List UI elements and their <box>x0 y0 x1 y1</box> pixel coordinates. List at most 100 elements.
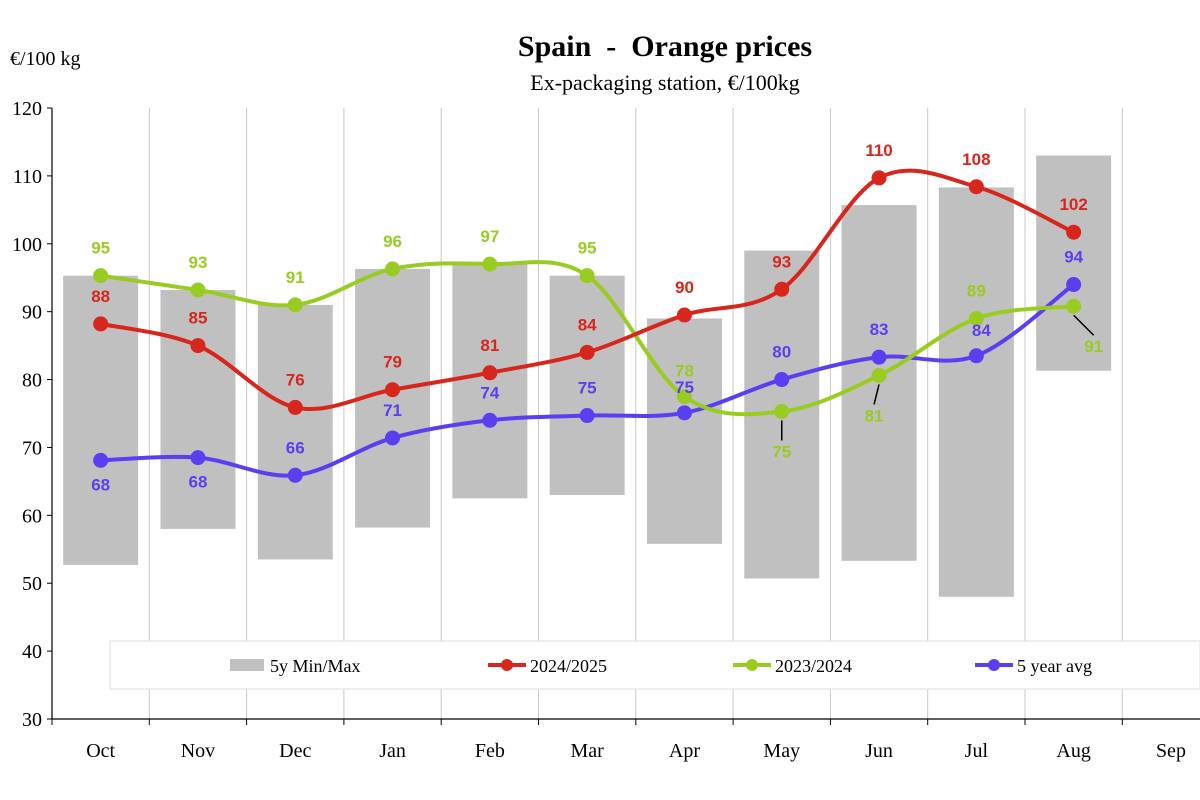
y-tick-label: 70 <box>22 437 42 459</box>
legend-marker-series-5-year-avg <box>988 659 1000 671</box>
series-2023-2024-data-label: 93 <box>188 253 207 272</box>
chart-title: Spain - Orange prices <box>517 30 813 63</box>
x-tick-label: Aug <box>1056 740 1090 762</box>
x-tick-label: Nov <box>181 740 215 762</box>
legend-marker-series-2023-2024 <box>746 659 758 671</box>
series-5-year-avg-point <box>774 372 790 388</box>
series-5-year-avg-data-label: 83 <box>870 320 889 339</box>
series-5-year-avg-data-label: 75 <box>578 379 597 398</box>
legend-label-series-2023-2024: 2023/2024 <box>775 656 852 676</box>
series-2024-2025-point <box>482 365 498 381</box>
series-5-year-avg-point <box>1066 277 1082 293</box>
y-tick-label: 50 <box>22 573 42 595</box>
series-2023-2024-point <box>968 310 984 326</box>
series-5-year-avg-point <box>287 467 303 483</box>
series-2024-2025-data-label: 76 <box>286 370 305 389</box>
series-2023-2024-data-label: 95 <box>578 239 597 258</box>
legend-label-series-5-year-avg: 5 year avg <box>1017 656 1092 676</box>
series-2023-2024-data-label: 89 <box>967 281 986 300</box>
y-tick-label: 40 <box>22 641 42 663</box>
series-2024-2025-line <box>98 168 1076 412</box>
series-2024-2025-point <box>968 179 984 195</box>
series-2023-2024-point <box>190 282 206 298</box>
x-tick-label: Apr <box>669 740 700 762</box>
range-bar <box>1036 155 1112 371</box>
series-2023-2024-data-label: 91 <box>286 268 305 287</box>
series-5-year-avg-point <box>482 412 498 428</box>
series-2024-2025-data-label: 79 <box>383 353 402 372</box>
x-tick-label: Dec <box>279 740 311 762</box>
series-5-year-avg-point <box>385 430 401 446</box>
chart-subtitle: Ex-packaging station, €/100kg <box>530 70 800 95</box>
series-2024-2025-point <box>774 281 790 297</box>
series-2024-2025-data-label: 110 <box>865 141 892 160</box>
legend-label-range: 5y Min/Max <box>270 656 361 676</box>
x-tick-label: Jan <box>379 740 406 762</box>
legend-label-series-2024-2025: 2024/2025 <box>530 656 607 676</box>
range-bar <box>257 304 333 560</box>
series-5-year-avg-point <box>968 348 984 364</box>
x-tick-label: Feb <box>475 740 505 762</box>
series-2024-2025-data-label: 88 <box>91 287 110 306</box>
series-5-year-avg-data-label: 94 <box>1064 248 1083 267</box>
series-5-year-avg-point <box>676 405 692 421</box>
series-2023-2024-point <box>774 403 790 419</box>
series-2023-2024-point <box>385 261 401 277</box>
range-bar <box>452 264 528 499</box>
series-5-year-avg-point <box>871 349 887 365</box>
series-5-year-avg-data-label: 75 <box>675 378 694 397</box>
series-2024-2025-point <box>93 316 109 332</box>
series-2023-2024-point <box>1066 298 1082 314</box>
series-2024-2025-point <box>190 338 206 354</box>
x-tick-label: Sep <box>1156 740 1186 762</box>
series-5-year-avg-point <box>579 408 595 424</box>
series-2023-2024-data-label: 95 <box>91 239 110 258</box>
y-axis-unit-label: €/100 kg <box>10 48 81 70</box>
series-2024-2025-data-label: 81 <box>480 336 499 355</box>
series-2024-2025-point <box>287 399 303 415</box>
y-tick-label: 100 <box>12 234 42 256</box>
series-5-year-avg-data-label: 66 <box>286 438 305 457</box>
series-2024-2025-data-label: 93 <box>772 252 791 271</box>
x-tick-label: May <box>763 740 800 762</box>
x-tick-label: Jun <box>865 740 893 762</box>
series-2024-2025-point <box>1066 224 1082 240</box>
series-2023-2024-point <box>482 256 498 272</box>
x-tick-label: Jul <box>965 740 989 762</box>
range-bar <box>646 318 722 544</box>
series-2023-2024-data-label: 75 <box>772 442 791 461</box>
series-5-year-avg-data-label: 71 <box>383 401 402 420</box>
series-2024-2025-point <box>871 170 887 186</box>
series-2023-2024-data-label: 91 <box>1084 337 1103 356</box>
series-2023-2024-point <box>579 268 595 284</box>
series-5-year-avg-point <box>190 450 206 466</box>
series-2024-2025-point <box>676 307 692 323</box>
range-bar <box>938 187 1014 597</box>
legend-swatch-range <box>230 659 264 671</box>
series-2023-2024-point <box>676 389 692 405</box>
y-tick-label: 80 <box>22 370 42 392</box>
series-2024-2025-data-label: 84 <box>578 315 597 334</box>
series-2023-2024-point <box>93 268 109 284</box>
series-2024-2025-data-label: 90 <box>675 278 694 297</box>
series-2023-2024-data-label: 96 <box>383 232 402 251</box>
series-2024-2025-data-label: 108 <box>962 150 990 169</box>
y-tick-label: 60 <box>22 505 42 527</box>
series-5-year-avg-data-label: 68 <box>91 475 110 494</box>
series-2023-2024-point <box>287 297 303 313</box>
series-2023-2024-data-label: 78 <box>675 362 694 381</box>
range-bar <box>160 289 236 529</box>
series-5-year-avg-data-label: 84 <box>972 321 991 340</box>
y-tick-label: 120 <box>12 98 42 120</box>
legend-marker-series-2024-2025 <box>501 659 513 671</box>
series-2024-2025-data-label: 85 <box>188 309 207 328</box>
series-2023-2024-data-label: 97 <box>480 227 499 246</box>
series-5-year-avg-data-label: 68 <box>188 473 207 492</box>
x-tick-label: Mar <box>570 740 604 762</box>
legend: 5y Min/Max 2024/2025 2023/2024 5 year avg <box>109 640 1200 690</box>
range-bar <box>549 275 625 495</box>
y-tick-label: 30 <box>22 709 42 731</box>
series-2023-2024-point <box>871 367 887 383</box>
